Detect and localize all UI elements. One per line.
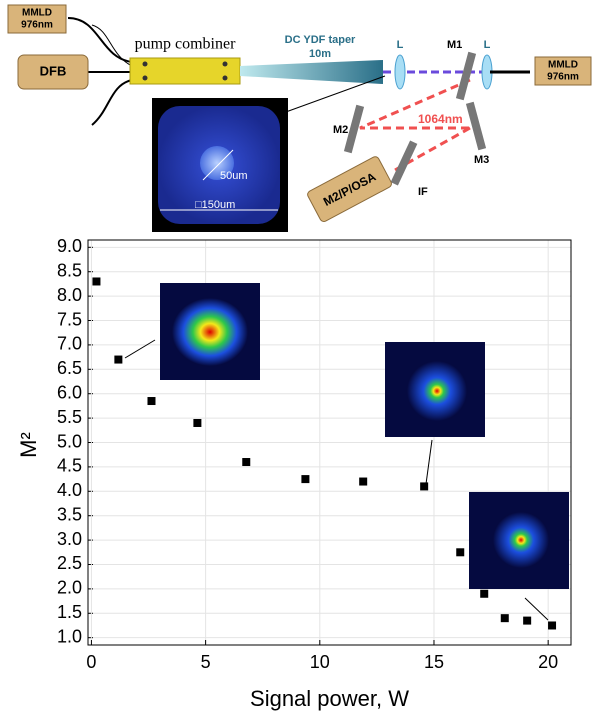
y-tick-label: 1.5: [57, 602, 82, 622]
lens-label: L: [484, 39, 491, 51]
point: [359, 478, 367, 486]
y-tick-label: 9.0: [57, 236, 82, 256]
taper-label: DC YDF taper: [285, 34, 356, 46]
y-tick-label: 4.0: [57, 480, 82, 500]
y-tick-label: 3.0: [57, 529, 82, 549]
point: [456, 548, 464, 556]
core-label: 50um: [220, 170, 248, 182]
y-tick-label: 6.0: [57, 382, 82, 402]
y-tick-label: 7.0: [57, 334, 82, 354]
combiner-label: pump combiner: [135, 36, 237, 53]
x-tick-label: 5: [201, 652, 211, 672]
lens-label: L: [397, 39, 404, 51]
mirror-label: M2: [333, 124, 348, 136]
point: [301, 475, 309, 483]
figure: MMLD 976nm DFB pump combiner DC YDF tape…: [0, 0, 614, 716]
chart: 1.0 1.5 2.0 2.5 3.0 3.5 4.0 4.5 5.0 5.5 6.0 6.5 7.0 7…: [16, 236, 571, 711]
y-tick-label: 3.5: [57, 504, 82, 524]
wavelength-label: 1064nm: [418, 112, 463, 126]
point: [480, 590, 488, 598]
point: [114, 356, 122, 364]
mmld-label: MMLD: [22, 8, 52, 19]
point: [548, 621, 556, 629]
point: [242, 458, 250, 466]
mmld-label: 976nm: [547, 72, 579, 83]
y-tick-label: 2.5: [57, 553, 82, 573]
x-axis-title: Signal power, W: [250, 686, 409, 711]
y-tick-label: 2.0: [57, 578, 82, 598]
point: [193, 419, 201, 427]
y-tick-label: 8.0: [57, 285, 82, 305]
y-tick-label: 1.0: [57, 626, 82, 646]
mirror-label: M3: [474, 154, 489, 166]
x-tick-label: 20: [538, 652, 558, 672]
dfb-label: DFB: [40, 63, 67, 78]
y-tick-label: 4.5: [57, 456, 82, 476]
y-tick-label: 8.5: [57, 260, 82, 280]
point: [501, 614, 509, 622]
beam-insets: [125, 283, 569, 620]
y-tick-label: 5.0: [57, 431, 82, 451]
cladding-label: □150um: [195, 199, 235, 211]
setup-diagram: MMLD 976nm DFB pump combiner DC YDF tape…: [8, 5, 591, 232]
y-tick-label: 7.5: [57, 309, 82, 329]
y-tick-label: 6.5: [57, 358, 82, 378]
taper-label: 10m: [309, 48, 331, 60]
filter-label: IF: [418, 186, 428, 198]
point: [420, 482, 428, 490]
x-tick-label: 0: [86, 652, 96, 672]
y-axis-title: M²: [16, 432, 41, 458]
mmld-label: 976nm: [21, 20, 53, 31]
point: [92, 277, 100, 285]
x-tick-label: 15: [424, 652, 444, 672]
mmld-label: MMLD: [548, 60, 578, 71]
point: [523, 617, 531, 625]
y-tick-label: 5.5: [57, 407, 82, 427]
point: [147, 397, 155, 405]
x-tick-label: 10: [310, 652, 330, 672]
mirror-label: M1: [447, 39, 462, 51]
